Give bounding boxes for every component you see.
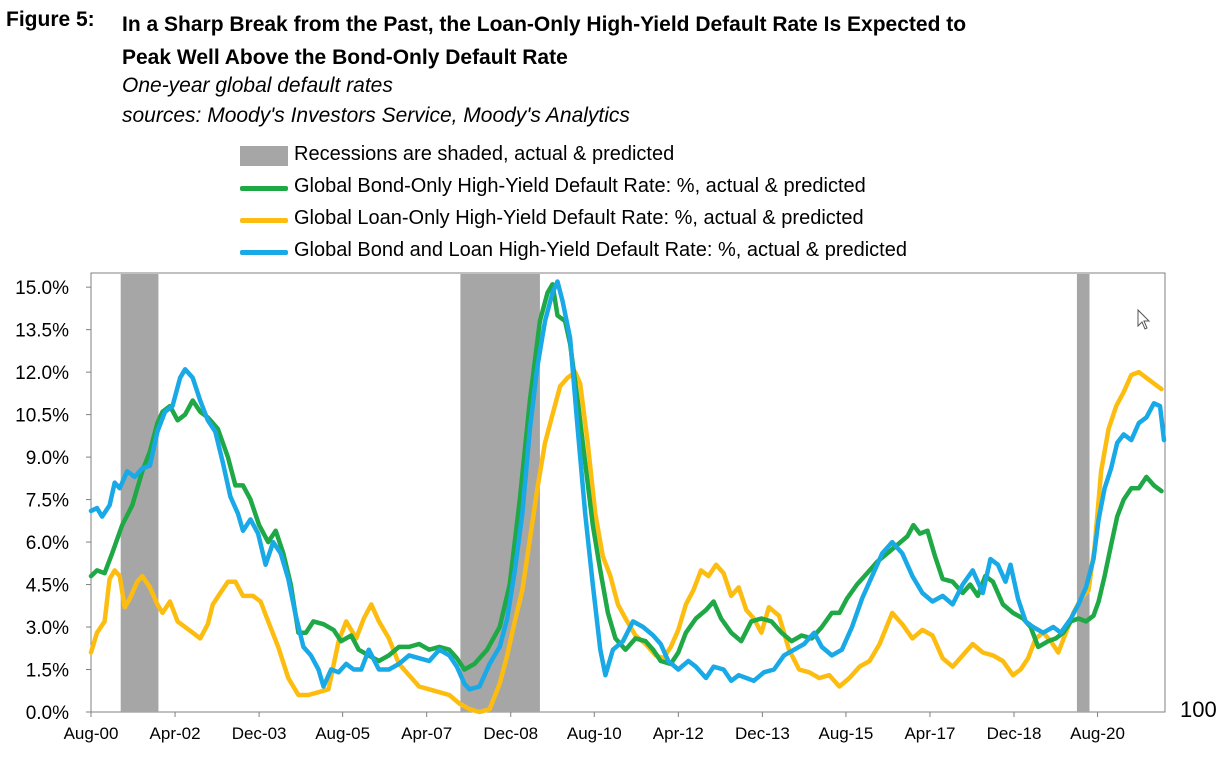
y-tick-label: 10.5% (15, 406, 69, 427)
recession-band (120, 274, 159, 712)
x-tick-label: Aug-10 (567, 724, 622, 743)
chart-title: In a Sharp Break from the Past, the Loan… (122, 8, 1172, 74)
x-tick-label: Apr-02 (150, 724, 201, 743)
legend-swatch-bond-only (240, 186, 288, 191)
legend-label: Global Loan-Only High-Yield Default Rate… (294, 207, 864, 229)
x-tick-label: Apr-12 (653, 724, 704, 743)
x-tick-label: Dec-03 (232, 724, 287, 743)
x-tick-label: Aug-15 (819, 724, 874, 743)
legend-label: Global Bond and Loan High-Yield Default … (294, 239, 907, 261)
chart-source: sources: Moody's Investors Service, Mood… (122, 104, 630, 127)
y-tick-label: 13.5% (15, 321, 69, 342)
stray-label: 100 (1180, 697, 1217, 722)
x-tick-label: Aug-00 (64, 724, 119, 743)
cursor-icon (1137, 308, 1151, 330)
legend-label: Recessions are shaded, actual & predicte… (294, 143, 675, 165)
legend-swatch-loan-only (240, 218, 288, 223)
y-tick-label: 1.5% (26, 661, 69, 682)
plot-frame (90, 272, 1166, 713)
x-tick-label: Apr-07 (401, 724, 452, 743)
recession-band (1076, 274, 1090, 712)
y-tick-label: 15.0% (15, 278, 69, 299)
series-line-bond-only (88, 282, 1164, 672)
y-tick-label: 3.0% (26, 618, 69, 639)
x-tick-label: Aug-05 (315, 724, 370, 743)
y-tick-label: 0.0% (26, 703, 69, 724)
x-tick-label: Dec-13 (735, 724, 790, 743)
y-tick-label: 6.0% (26, 533, 69, 554)
y-tick-label: 12.0% (15, 363, 69, 384)
y-tick-label: 4.5% (26, 576, 69, 597)
title-line-2: Peak Well Above the Bond-Only Default Ra… (122, 46, 568, 69)
legend-label: Global Bond-Only High-Yield Default Rate… (294, 175, 866, 197)
title-line-1: In a Sharp Break from the Past, the Loan… (122, 13, 967, 36)
y-tick-label: 9.0% (26, 448, 69, 469)
chart-subtitle: One-year global default rates (122, 74, 393, 97)
series-line-loan-only (88, 369, 1164, 715)
x-tick-label: Apr-17 (904, 724, 955, 743)
y-tick-label: 7.5% (26, 491, 69, 512)
series-line-bond-and-loan (88, 279, 1167, 692)
figure-label: Figure 5: (6, 8, 95, 31)
legend-swatch-bond-and-loan (240, 250, 288, 255)
legend-swatch-recession (240, 146, 288, 166)
x-tick-label: Dec-18 (987, 724, 1042, 743)
x-tick-label: Dec-08 (483, 724, 538, 743)
x-tick-label: Aug-20 (1070, 724, 1125, 743)
